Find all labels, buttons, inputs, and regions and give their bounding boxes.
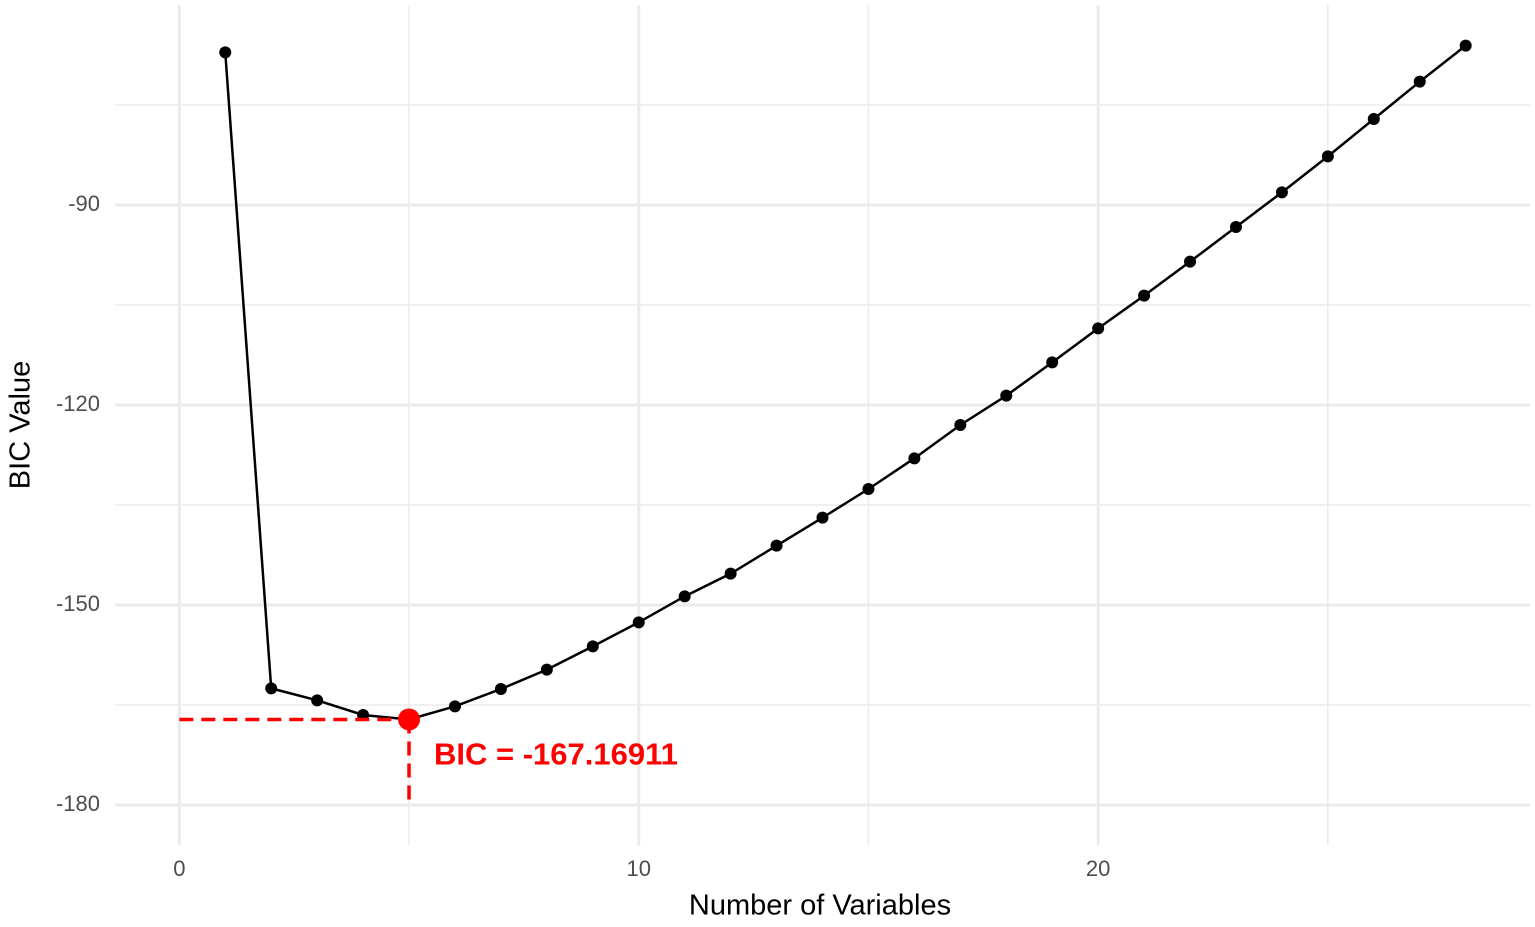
y-tick-label: -150: [56, 591, 100, 616]
point: [770, 539, 783, 552]
y-axis-title: BIC Value: [5, 361, 37, 489]
point: [1459, 39, 1472, 52]
y-tick-label: -180: [56, 791, 100, 816]
highlight-point: [398, 708, 421, 731]
point: [724, 567, 737, 580]
x-tick-label: 10: [626, 856, 650, 881]
point: [265, 682, 278, 695]
y-tick-label: -90: [68, 191, 100, 216]
point: [448, 700, 461, 713]
point: [678, 590, 691, 603]
point: [540, 663, 553, 676]
x-tick-label: 0: [173, 856, 185, 881]
x-axis-title: Number of Variables: [689, 890, 951, 922]
point: [1046, 356, 1059, 369]
point: [1000, 389, 1013, 402]
point: [1275, 186, 1288, 199]
point: [1092, 322, 1105, 335]
point: [1229, 221, 1242, 233]
point: [586, 640, 599, 653]
point: [494, 683, 507, 695]
point: [1138, 289, 1151, 302]
highlight-label: BIC = -167.16911: [434, 737, 678, 772]
point: [954, 419, 967, 431]
point: [862, 483, 875, 495]
point: [632, 616, 645, 629]
point: [311, 694, 324, 707]
point: [1321, 150, 1334, 163]
point: [1184, 255, 1197, 268]
point: [816, 511, 829, 524]
x-tick-label: 20: [1086, 856, 1110, 881]
y-tick-label: -120: [56, 391, 100, 416]
point: [1413, 75, 1426, 88]
point: [1367, 113, 1380, 125]
point: [908, 452, 921, 465]
line: [224, 44, 1467, 721]
point: [219, 46, 232, 59]
